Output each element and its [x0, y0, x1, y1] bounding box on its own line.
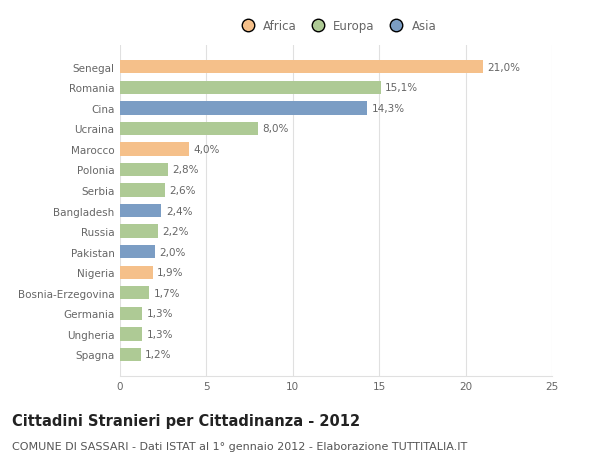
Bar	[120, 143, 189, 156]
Text: Cittadini Stranieri per Cittadinanza - 2012: Cittadini Stranieri per Cittadinanza - 2…	[12, 413, 360, 428]
Bar	[120, 123, 258, 136]
Text: 2,0%: 2,0%	[159, 247, 185, 257]
Text: 2,6%: 2,6%	[169, 185, 196, 196]
Bar	[120, 61, 483, 74]
Text: 21,0%: 21,0%	[487, 62, 520, 73]
Bar	[120, 266, 153, 280]
Bar	[120, 204, 161, 218]
Bar	[120, 184, 165, 197]
Text: 1,2%: 1,2%	[145, 350, 172, 360]
Bar	[120, 81, 381, 95]
Legend: Africa, Europa, Asia: Africa, Europa, Asia	[236, 21, 436, 34]
Bar	[120, 286, 149, 300]
Text: 2,4%: 2,4%	[166, 206, 192, 216]
Bar	[120, 246, 155, 259]
Text: 14,3%: 14,3%	[371, 104, 404, 113]
Bar	[120, 163, 169, 177]
Bar	[120, 225, 158, 238]
Text: 2,8%: 2,8%	[173, 165, 199, 175]
Text: 1,3%: 1,3%	[147, 329, 173, 339]
Bar	[120, 307, 142, 320]
Text: 1,7%: 1,7%	[154, 288, 180, 298]
Text: 1,3%: 1,3%	[147, 309, 173, 319]
Bar	[120, 328, 142, 341]
Text: 1,9%: 1,9%	[157, 268, 184, 278]
Bar	[120, 348, 141, 361]
Text: COMUNE DI SASSARI - Dati ISTAT al 1° gennaio 2012 - Elaborazione TUTTITALIA.IT: COMUNE DI SASSARI - Dati ISTAT al 1° gen…	[12, 441, 467, 451]
Bar	[120, 102, 367, 115]
Text: 15,1%: 15,1%	[385, 83, 418, 93]
Text: 8,0%: 8,0%	[263, 124, 289, 134]
Text: 2,2%: 2,2%	[163, 227, 189, 237]
Text: 4,0%: 4,0%	[193, 145, 220, 155]
